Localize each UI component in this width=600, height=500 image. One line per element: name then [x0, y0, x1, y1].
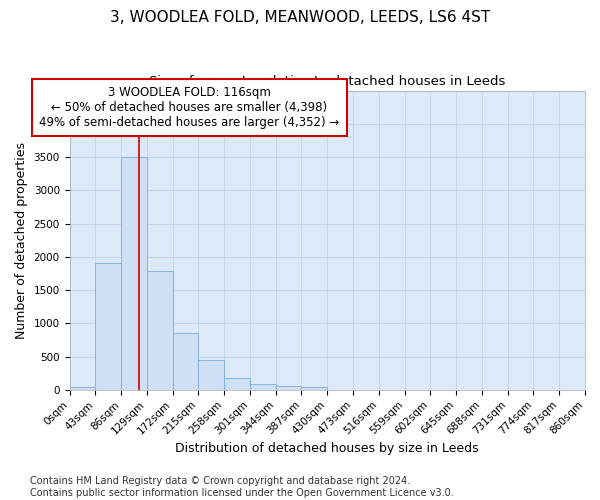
Bar: [301, 386, 327, 390]
Text: 3 WOODLEA FOLD: 116sqm
← 50% of detached houses are smaller (4,398)
49% of semi-: 3 WOODLEA FOLD: 116sqm ← 50% of detached…: [39, 86, 340, 128]
Bar: [70, 386, 95, 390]
Bar: [199, 360, 224, 390]
Bar: [250, 384, 276, 390]
Title: Size of property relative to detached houses in Leeds: Size of property relative to detached ho…: [149, 75, 505, 88]
Bar: [276, 386, 301, 390]
Bar: [121, 157, 147, 390]
X-axis label: Distribution of detached houses by size in Leeds: Distribution of detached houses by size …: [175, 442, 479, 455]
Bar: [224, 378, 250, 390]
Text: 3, WOODLEA FOLD, MEANWOOD, LEEDS, LS6 4ST: 3, WOODLEA FOLD, MEANWOOD, LEEDS, LS6 4S…: [110, 10, 490, 25]
Bar: [95, 264, 121, 390]
Bar: [147, 272, 173, 390]
Text: Contains HM Land Registry data © Crown copyright and database right 2024.
Contai: Contains HM Land Registry data © Crown c…: [30, 476, 454, 498]
Bar: [173, 332, 199, 390]
Y-axis label: Number of detached properties: Number of detached properties: [15, 142, 28, 338]
